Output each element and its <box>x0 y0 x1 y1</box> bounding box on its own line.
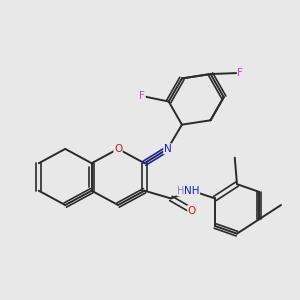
Text: O: O <box>188 206 196 215</box>
Text: F: F <box>237 68 243 78</box>
Text: O: O <box>114 144 122 154</box>
Text: NH: NH <box>184 186 200 196</box>
Text: F: F <box>140 91 145 101</box>
Text: N: N <box>164 144 172 154</box>
Text: H: H <box>177 186 184 196</box>
